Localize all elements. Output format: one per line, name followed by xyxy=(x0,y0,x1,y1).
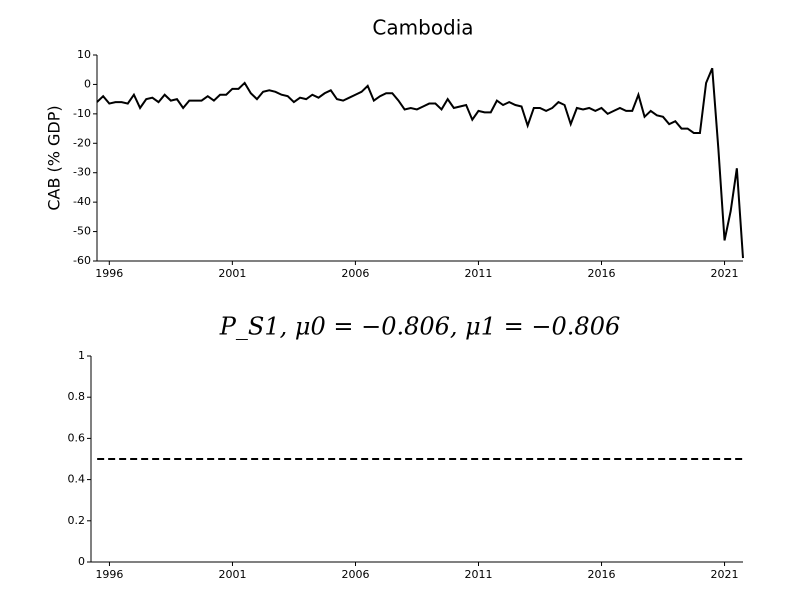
x-tick-label: 2006 xyxy=(341,568,369,581)
y-tick-label: 0.2 xyxy=(68,514,86,527)
x-tick-label: 2001 xyxy=(218,267,246,280)
y-tick-label: -10 xyxy=(73,107,91,120)
y-tick-label: -30 xyxy=(73,166,91,179)
chart-title: Cambodia xyxy=(372,16,473,40)
x-tick-label: 2006 xyxy=(341,267,369,280)
y-axis-label: CAB (% GDP) xyxy=(45,105,64,210)
y-tick-label: 10 xyxy=(77,48,91,61)
x-tick-label: 1996 xyxy=(95,267,123,280)
y-tick-label: 0.6 xyxy=(68,431,86,444)
y-tick-label: 0.4 xyxy=(68,473,86,486)
y-tick-label: -20 xyxy=(73,136,91,149)
y-tick-label: -40 xyxy=(73,195,91,208)
x-tick-label: 2021 xyxy=(711,267,739,280)
x-tick-label: 2011 xyxy=(465,568,493,581)
x-tick-label: 2016 xyxy=(588,568,616,581)
x-tick-label: 2001 xyxy=(218,568,246,581)
x-tick-label: 2021 xyxy=(711,568,739,581)
data-line xyxy=(96,67,744,259)
x-tick-label: 2016 xyxy=(587,267,615,280)
x-tick-label: 1996 xyxy=(95,568,123,581)
x-tick-label: 2011 xyxy=(464,267,492,280)
y-tick-label: -60 xyxy=(73,254,91,267)
y-tick-label: 1 xyxy=(78,349,85,362)
y-tick-label: 0 xyxy=(78,555,85,568)
chart-title: P_S1, μ0 = −0.806, μ1 = −0.806 xyxy=(219,313,620,341)
y-tick-label: 0 xyxy=(84,77,91,90)
y-tick-label: 0.8 xyxy=(68,390,86,403)
y-tick-label: -50 xyxy=(73,225,91,238)
